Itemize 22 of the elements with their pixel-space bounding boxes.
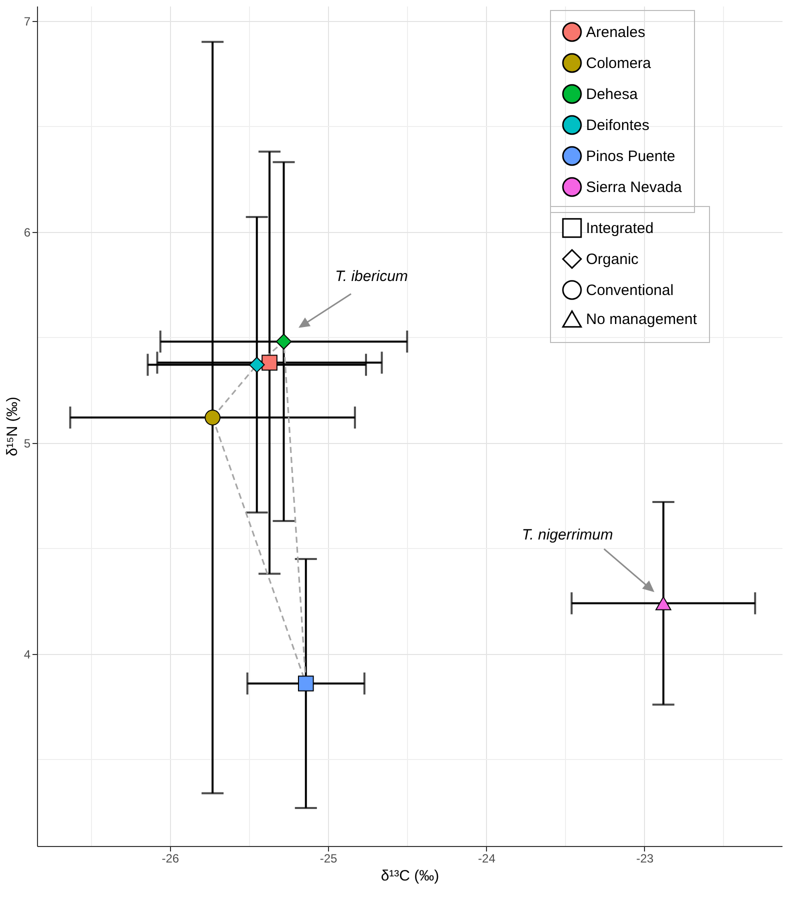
annotation: T. ibericum <box>335 268 408 286</box>
legend-label: Sierra Nevada <box>586 179 683 196</box>
legend-label: Conventional <box>586 282 674 299</box>
legend-label: Arenales <box>586 24 646 41</box>
legend-label: Colomera <box>586 55 652 72</box>
x-axis-title: δ¹³C (‰) <box>380 868 440 884</box>
legend-label: Dehesa <box>586 86 638 103</box>
x-tick-label: -23 <box>636 852 654 866</box>
legend-label: Deifontes <box>586 117 650 134</box>
x-tick-label: -26 <box>162 852 180 866</box>
legend-label: Integrated <box>586 220 654 237</box>
y-tick-label: 7 <box>24 14 31 28</box>
y-tick-label: 6 <box>24 225 31 240</box>
y-axis-title: δ¹⁵N (‰) <box>4 396 21 456</box>
legend-label: Organic <box>586 251 640 268</box>
y-tick-label: 4 <box>24 647 31 662</box>
legend-label: Pinos Puente <box>586 148 676 165</box>
y-tick-label: 5 <box>24 436 31 450</box>
x-tick-label: -24 <box>478 852 496 866</box>
x-tick-label: -25 <box>320 852 338 866</box>
legend-label: No management <box>586 311 698 328</box>
annotation: T. nigerrimum <box>522 526 614 544</box>
